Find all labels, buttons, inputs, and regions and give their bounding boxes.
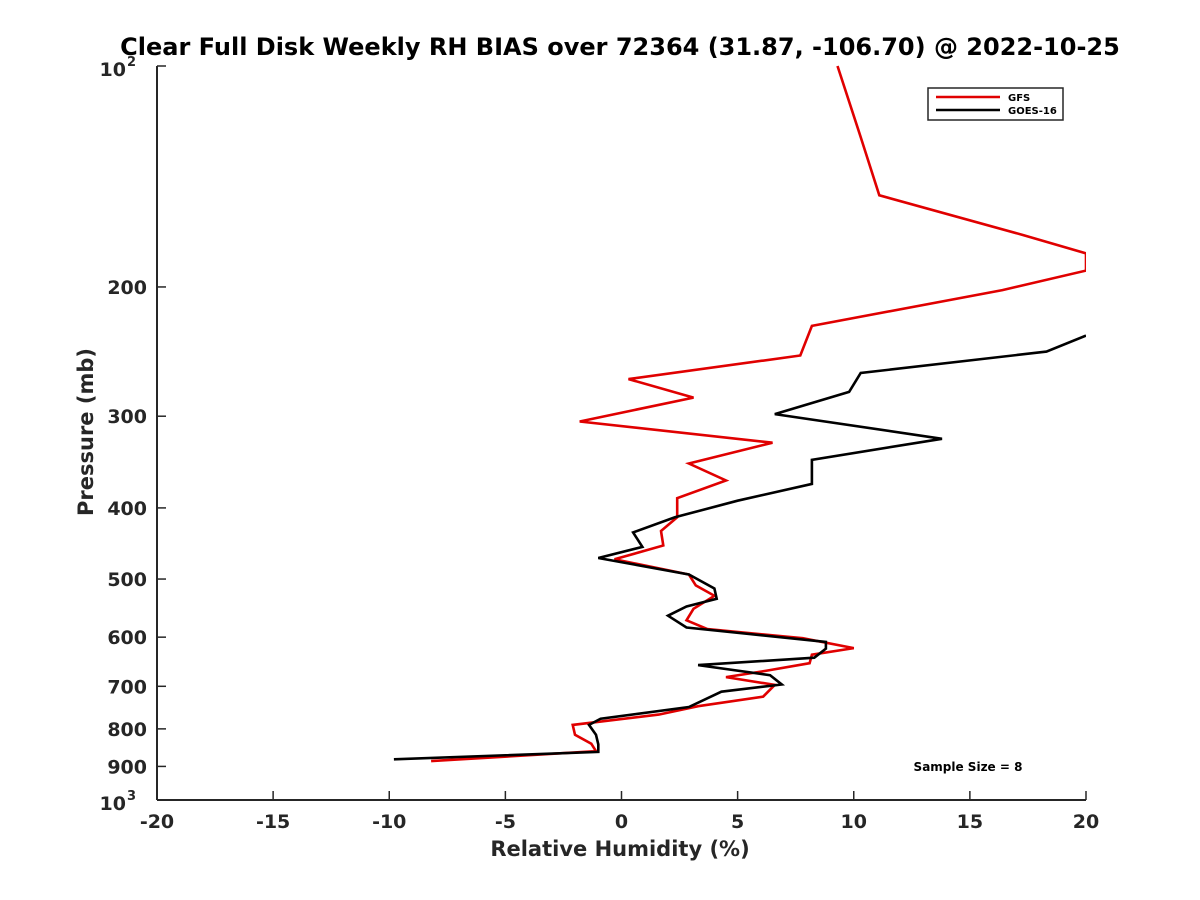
y-tick-label: 400 (107, 498, 147, 520)
y-tick-label: 900 (107, 756, 147, 778)
x-tick-label: 10 (841, 811, 867, 833)
x-tick-label: -5 (495, 811, 516, 833)
y-tick-label: 700 (107, 676, 147, 698)
y-tick-label-power: 10 2 (100, 55, 137, 81)
legend-label-gfs: GFS (1008, 93, 1030, 104)
y-tick-label: 500 (107, 569, 147, 591)
x-tick-label: -20 (140, 811, 174, 833)
series-layer (393, 65, 1086, 763)
y-tick-label: 300 (107, 406, 147, 428)
x-tick-label: -15 (256, 811, 290, 833)
y-tick-label: 200 (107, 277, 147, 299)
y-tick-label-power: 10 3 (100, 789, 137, 815)
y-tick-label-base: 10 (100, 793, 126, 815)
y-tick-label-exponent: 2 (127, 55, 136, 70)
x-tick-label: 20 (1073, 811, 1099, 833)
x-axis-label: Relative Humidity (%) (490, 837, 749, 861)
legend: GFS GOES-16 (927, 87, 1064, 121)
x-tick-label: 15 (957, 811, 983, 833)
x-tick-label: 5 (731, 811, 744, 833)
legend-label-goes-16: GOES-16 (1008, 106, 1057, 117)
series-line-goes-16 (393, 334, 1086, 761)
sample-size-annotation: Sample Size = 8 (914, 760, 1023, 774)
y-tick-label: 600 (107, 627, 147, 649)
legend-box (927, 87, 1064, 121)
y-tick-label-base: 10 (100, 59, 126, 81)
y-tick-label: 800 (107, 719, 147, 741)
x-tick-label: -10 (372, 811, 406, 833)
x-tick-label: 0 (615, 811, 628, 833)
chart-title: Clear Full Disk Weekly RH BIAS over 7236… (120, 33, 1120, 61)
y-tick-label-exponent: 3 (127, 789, 136, 804)
y-axis-label: Pressure (mb) (74, 348, 98, 516)
